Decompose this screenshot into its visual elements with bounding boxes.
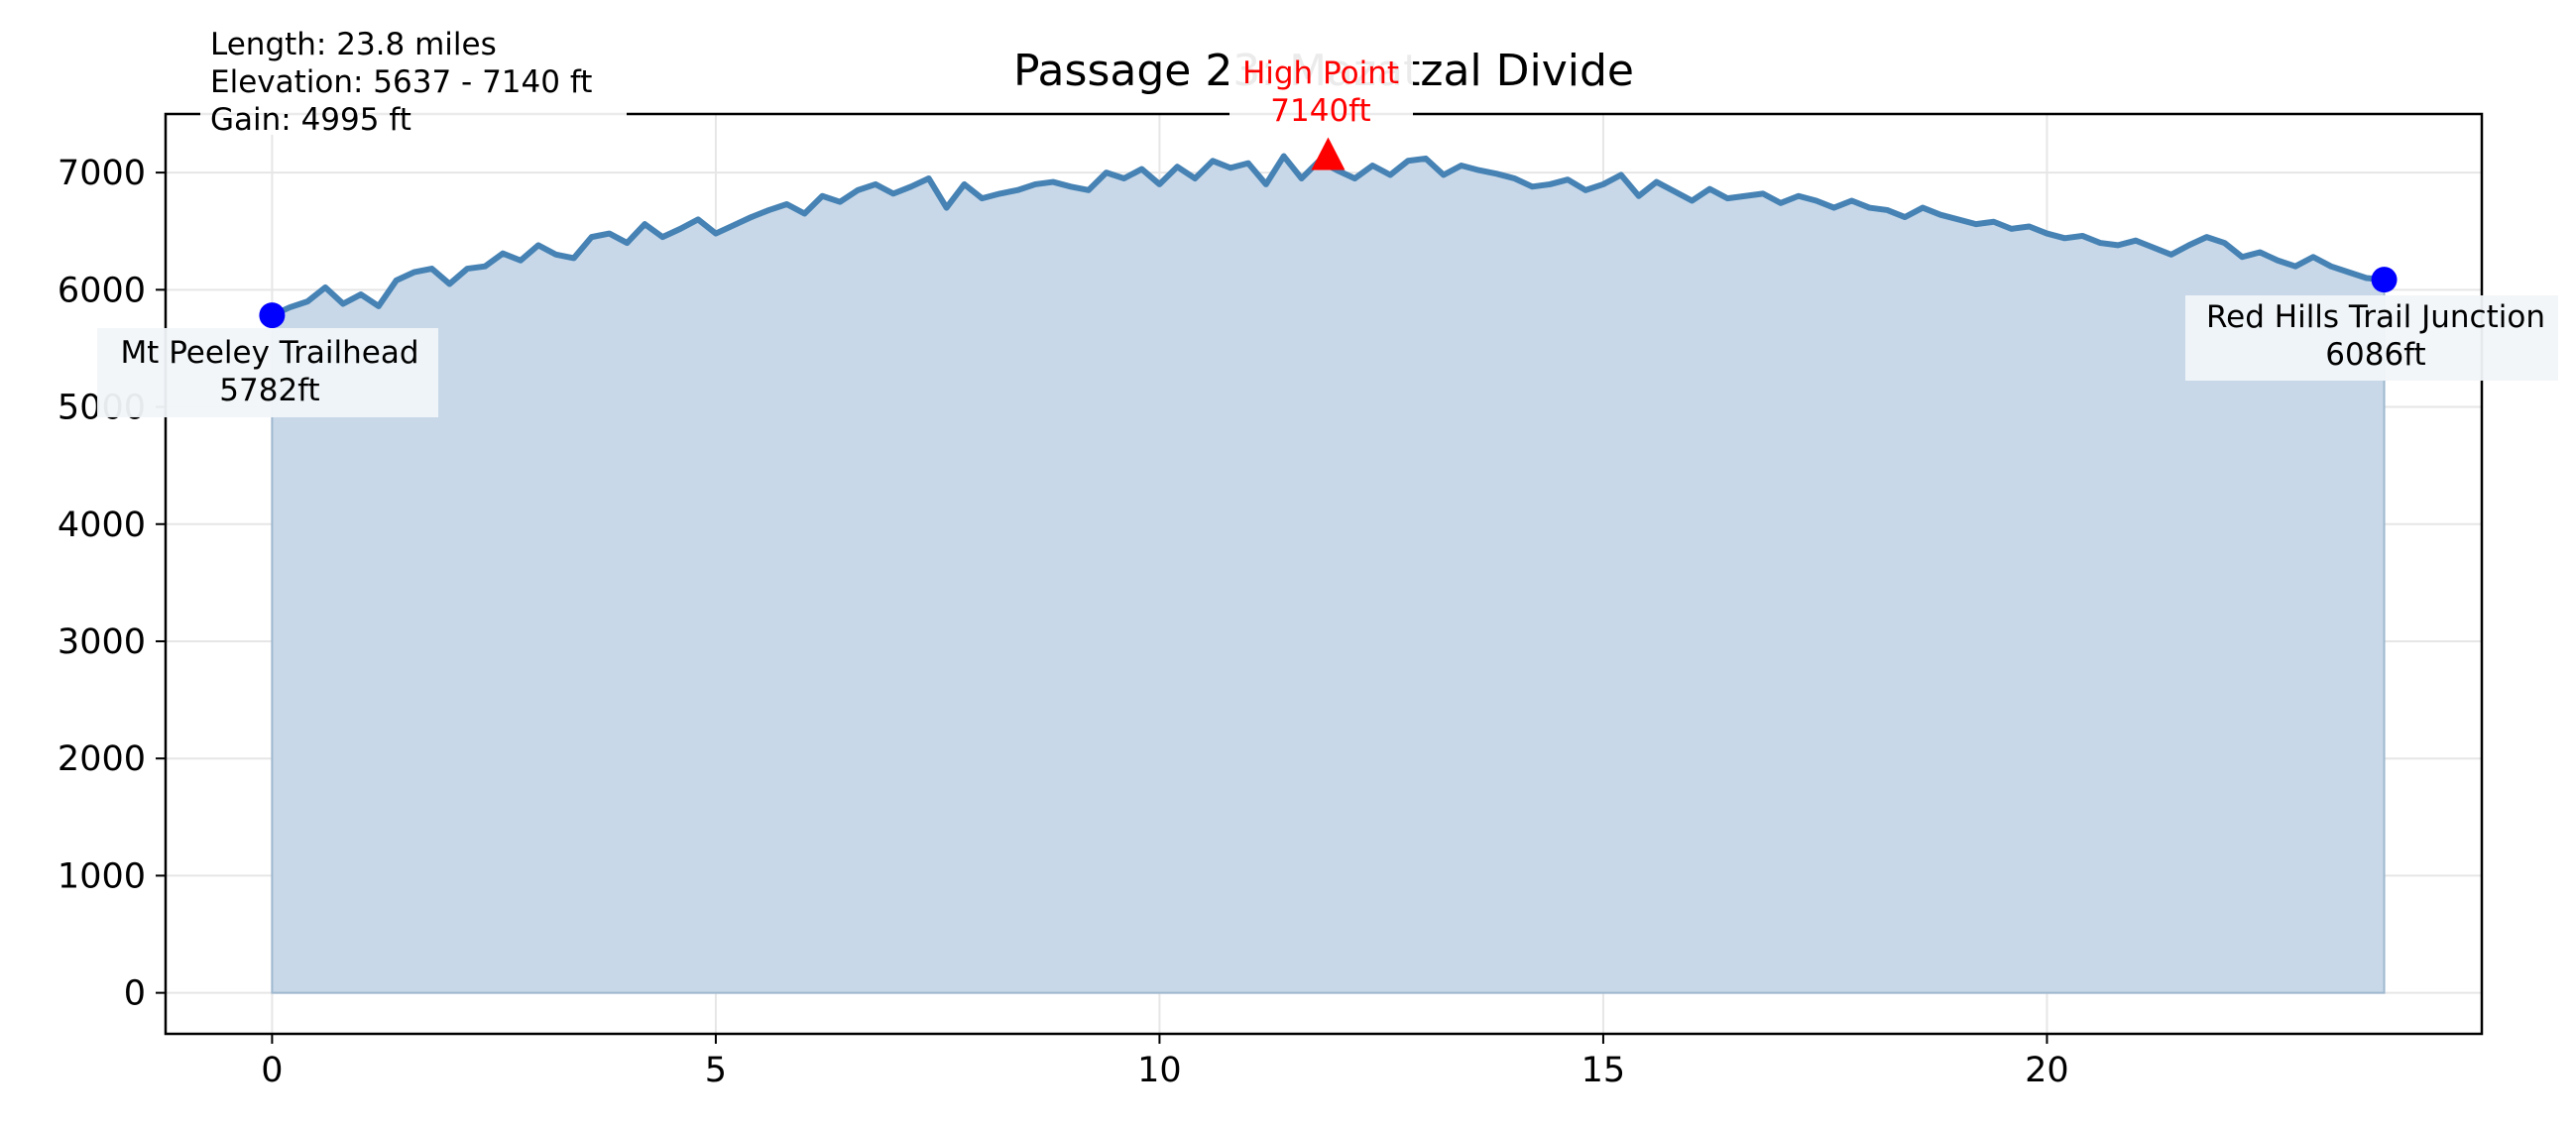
end-point-value: 6086ft bbox=[2325, 337, 2425, 373]
x-tick-label: 15 bbox=[1581, 1051, 1626, 1090]
y-tick-label: 3000 bbox=[58, 622, 146, 662]
high-point-value: 7140ft bbox=[1270, 93, 1370, 129]
y-tick-label: 4000 bbox=[58, 506, 146, 545]
x-tick-label: 5 bbox=[705, 1051, 727, 1090]
start-annotation: Mt Peeley Trailhead 5782ft bbox=[97, 328, 438, 417]
y-tick-label: 6000 bbox=[58, 271, 146, 310]
x-tick-label: 20 bbox=[2025, 1051, 2069, 1090]
end-point-label: Red Hills Trail Junction bbox=[2206, 299, 2545, 335]
high-point-marker bbox=[1311, 137, 1346, 170]
elevation-fill bbox=[271, 154, 2386, 994]
markers bbox=[259, 137, 2398, 329]
high-point-annotation: High Point 7140ft bbox=[1229, 49, 1413, 129]
elevation-area bbox=[271, 153, 2386, 994]
axis-ticks: 0510152001000200030004000500060007000 bbox=[58, 154, 2069, 1090]
stats-length: Length: 23.8 miles bbox=[210, 27, 497, 62]
stats-elevation: Elevation: 5637 - 7140 ft bbox=[210, 64, 592, 100]
x-tick-label: 0 bbox=[261, 1051, 283, 1090]
start-point-value: 5782ft bbox=[219, 373, 319, 408]
y-tick-label: 7000 bbox=[58, 154, 146, 193]
end-annotation: Red Hills Trail Junction 6086ft bbox=[2185, 295, 2558, 381]
stats-box: Length: 23.8 miles Elevation: 5637 - 714… bbox=[200, 20, 627, 138]
y-tick-label: 1000 bbox=[58, 856, 146, 896]
x-tick-label: 10 bbox=[1137, 1051, 1182, 1090]
stats-gain: Gain: 4995 ft bbox=[210, 102, 411, 138]
high-point-label: High Point bbox=[1242, 56, 1399, 91]
start-point-label: Mt Peeley Trailhead bbox=[120, 335, 418, 371]
end-point-marker bbox=[2371, 267, 2398, 293]
start-point-marker bbox=[259, 302, 286, 329]
y-tick-label: 0 bbox=[124, 974, 146, 1014]
y-tick-label: 2000 bbox=[58, 739, 146, 779]
